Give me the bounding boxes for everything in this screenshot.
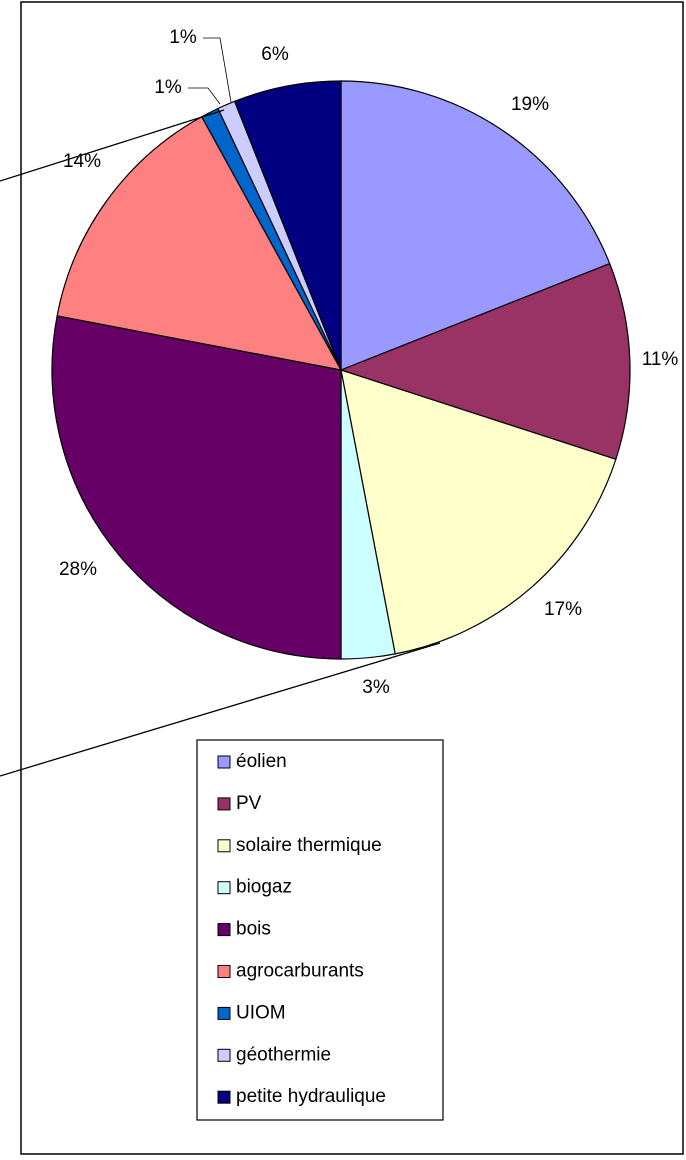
data-label: 6%	[261, 44, 289, 65]
pie-slice	[233, 80, 342, 371]
legend-swatch	[217, 797, 231, 811]
connector-line	[0, 642, 441, 777]
data-label: 1%	[154, 77, 182, 98]
leader-line	[203, 37, 232, 103]
data-label: 17%	[544, 599, 582, 620]
legend-swatch	[217, 965, 231, 978]
legend-label: bois	[236, 919, 271, 940]
legend-label: géothermie	[236, 1044, 331, 1065]
data-label: 28%	[59, 559, 97, 580]
data-label: 19%	[511, 94, 549, 115]
legend-items: éolien PV solaire thermique biogaz bois agroc…	[217, 751, 386, 1107]
leader-line	[188, 87, 221, 105]
legend-label: solaire thermique	[236, 835, 382, 856]
data-label: 1%	[169, 27, 197, 48]
pie-slice	[340, 80, 611, 371]
connector-line	[0, 109, 225, 182]
legend-swatch	[217, 1090, 231, 1104]
legend-label: petite hydraulique	[236, 1086, 386, 1107]
legend-swatch	[217, 881, 231, 895]
legend-label: agrocarburants	[236, 961, 364, 982]
data-label: 3%	[362, 677, 390, 698]
data-label: 14%	[63, 151, 101, 172]
legend-swatch	[217, 755, 231, 769]
pie-slice	[340, 369, 617, 655]
legend-swatch	[217, 1048, 231, 1062]
legend-swatch	[217, 923, 231, 937]
pie-slice	[51, 315, 342, 660]
data-label: 11%	[642, 349, 679, 370]
legend-label: PV	[236, 793, 262, 814]
pie-slice	[339, 262, 631, 461]
legend-label: UIOM	[236, 1002, 286, 1023]
legend-swatch	[217, 1006, 231, 1020]
pie	[51, 80, 631, 660]
legend-label: biogaz	[236, 877, 292, 898]
legend-label: éolien	[236, 751, 287, 772]
legend-swatch	[217, 839, 231, 853]
data-labels: 19% 11% 17% 3% 28% 14% 1% 1% 6%	[59, 27, 678, 698]
pie-slice	[56, 115, 343, 371]
legend	[196, 739, 444, 1121]
